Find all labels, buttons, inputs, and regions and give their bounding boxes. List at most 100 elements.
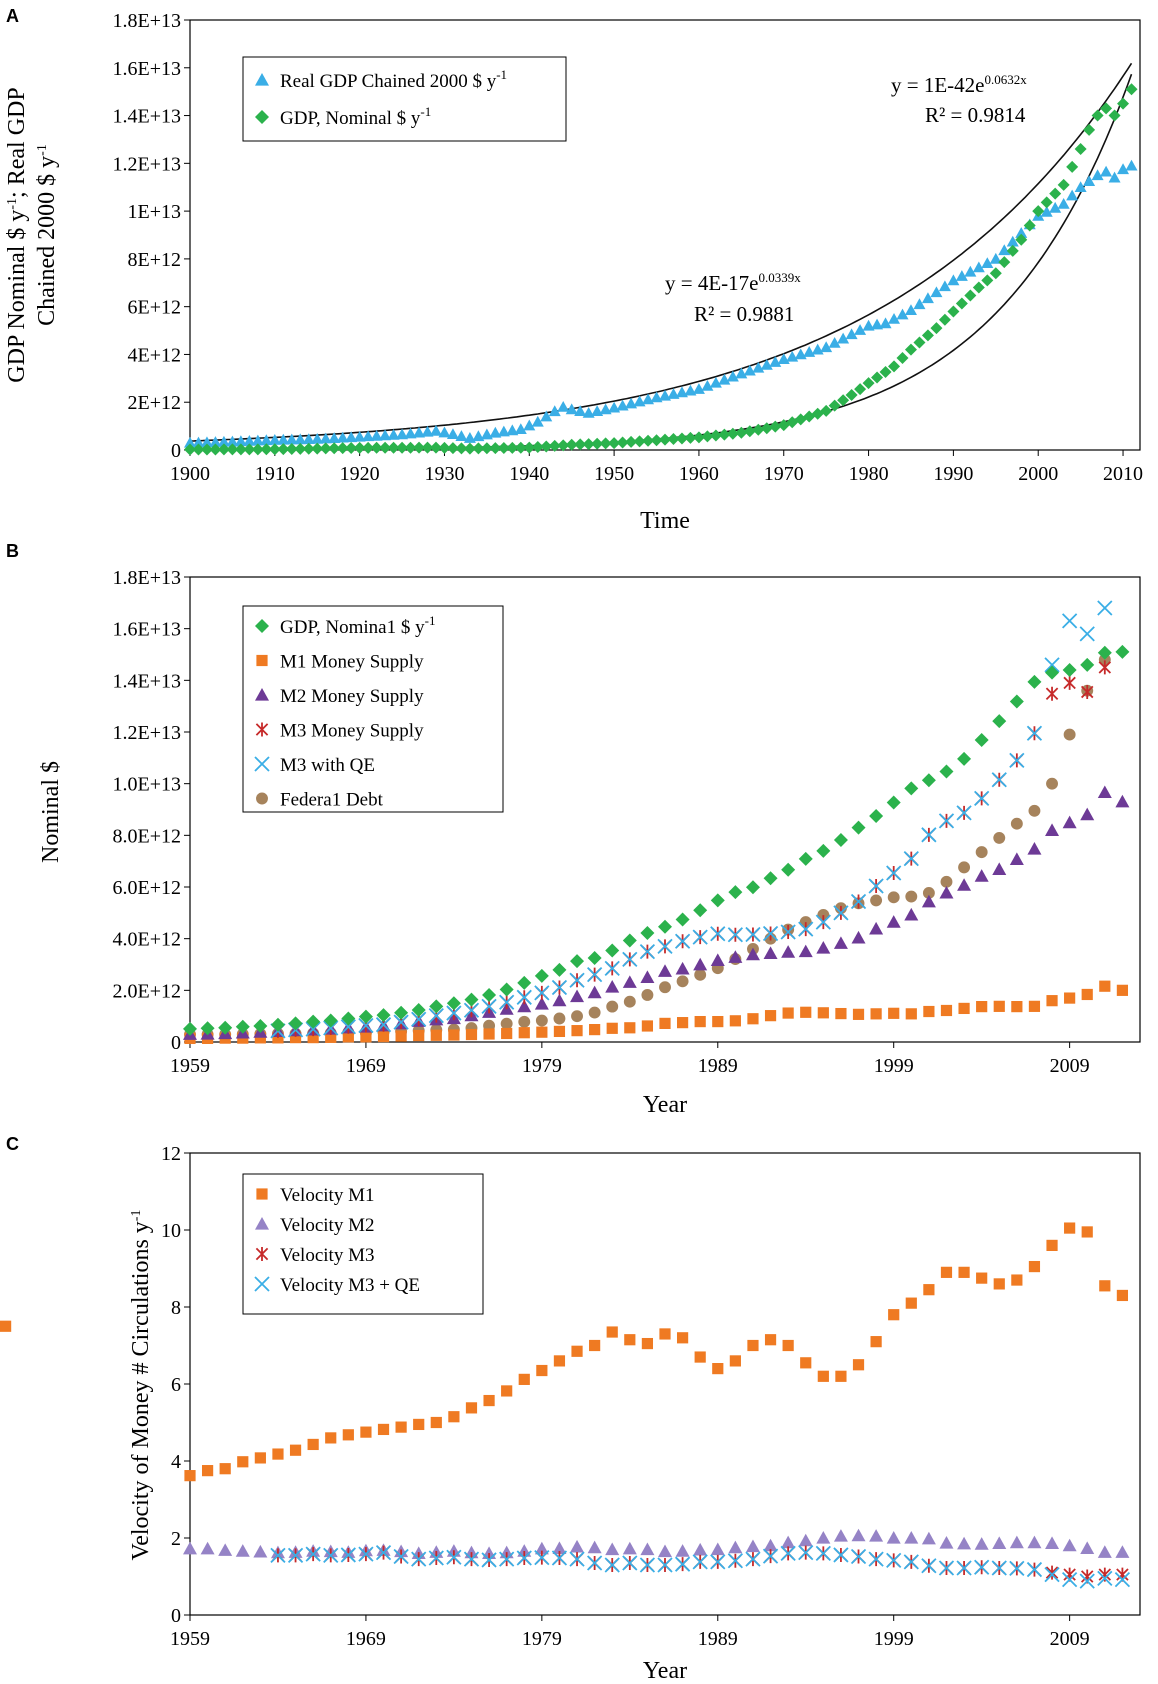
panel-c-point-triangle [728,1541,742,1554]
panel-b-point-diamond [728,885,742,899]
panel-c-y-tick-label: 4 [171,1451,181,1473]
panel-b-point-square [1064,992,1075,1003]
panel-a-x-tick-label: 1900 [170,463,210,485]
panel-c-point-square [466,1402,477,1413]
panel-c-point-triangle [218,1543,232,1556]
panel-b-point-square [958,1003,969,1014]
panel-b-point-diamond [1010,695,1024,709]
panel-a-point-diamond [1049,188,1061,200]
panel-b-point-diamond [552,963,566,977]
panel-b-legend-label: GDP, Nomina1 $ y-1 [280,613,435,638]
panel-a-point-triangle [1083,175,1095,186]
panel-a-x-tick-label: 1990 [933,463,973,485]
panel-a-point-triangle [1075,181,1087,192]
panel-a-x-tick-label: 1920 [340,463,380,485]
panel-a-x-tick-label: 1910 [255,463,295,485]
panel-b-point-circle [589,1007,601,1019]
panel-b-point-diamond [500,983,514,997]
panel-b-point-triangle [623,975,637,988]
panel-c-point-square [343,1429,354,1440]
panel-a-point-diamond [930,322,942,334]
panel-b-point-square [976,1001,987,1012]
panel-c-point-square [589,1340,600,1351]
panel-c-point-triangle [904,1531,918,1544]
panel-a-x-tick-label: 1940 [509,463,549,485]
panel-c-point-triangle [1063,1539,1077,1552]
panel-c-point-triangle [1115,1545,1129,1558]
panel-c-point-triangle [975,1537,989,1550]
panel-b-point-square [923,1006,934,1017]
panel-a-point-diamond [990,267,1002,279]
panel-b-point-diamond [517,976,531,990]
panel-a-point-diamond [1024,219,1036,231]
panel-c-legend-label: Velocity M2 [280,1215,374,1236]
panel-b-point-diamond [306,1015,320,1029]
panel-b-point-triangle [764,946,778,959]
panel-c-legend-label: Velocity M3 [280,1245,374,1266]
panel-b-point-triangle [605,980,619,993]
panel-b-point-circle [624,996,636,1008]
panel-a-point-diamond [1100,102,1112,114]
panel-c-point-square [1099,1280,1110,1291]
panel-c-point-square [413,1419,424,1430]
panel-a-point-diamond [922,329,934,341]
panel-b-point-diamond [975,733,989,747]
panel-b-y-tick-label: 8.0E+12 [113,825,182,847]
panel-b-point-square [607,1023,618,1034]
panel-c-point-triangle [253,1545,267,1558]
panel-a-point-triangle [591,405,603,416]
panel-b-point-diamond [887,796,901,810]
panel-a-point-triangle [472,430,484,441]
panel-b-point-square [431,1030,442,1041]
panel-b-y-tick-label: 1.0E+13 [113,774,182,796]
panel-a-point-diamond [973,282,985,294]
panel-b-point-square [571,1025,582,1036]
panel-b-point-square [413,1030,424,1041]
panel-b-x-tick-label: 1999 [874,1055,914,1077]
panel-b-point-diamond [781,863,795,877]
panel-c-point-square [431,1417,442,1428]
panel-c-point-square [730,1355,741,1366]
panel-b-point-square [396,1030,407,1041]
panel-b-x-axis-title: Year [643,1092,687,1118]
panel-c-y-axis-title: Velocity of Money # Circulations y-1 [128,1210,154,1561]
panel-b-point-square [818,1007,829,1018]
panel-b-point-square [765,1010,776,1021]
panel-b-point-triangle [992,862,1006,875]
panel-c-point-square [923,1284,934,1295]
panel-c-point-square [607,1326,618,1337]
panel-c-point-triangle [1098,1545,1112,1558]
panel-b-point-diamond [676,913,690,927]
panel-c-y-tick-label: 2 [171,1528,181,1550]
panel-b-point-circle [905,891,917,903]
panel-b-legend-label: M1 Money Supply [280,652,424,673]
panel-c-point-square [958,1267,969,1278]
panel-b-point-circle [641,989,653,1001]
panel-b-point-cross [1080,627,1094,641]
panel-c-point-square [325,1432,336,1443]
panel-b-point-triangle [957,878,971,891]
panel-c-point-square [800,1357,811,1368]
panel-b-point-diamond [957,752,971,766]
panel-c-point-triangle [1045,1536,1059,1549]
svg-text:Nominal $: Nominal $ [38,761,64,863]
panel-a-point-diamond [1083,124,1095,136]
panel-a: A 02E+124E+126E+128E+121E+131.2E+131.4E+… [4,6,1143,534]
panel-b-point-square [448,1029,459,1040]
panel-c-point-square [378,1424,389,1435]
panel-b-point-diamond [1063,663,1077,677]
panel-c-x-tick-label: 1959 [170,1628,210,1650]
panel-a-point-diamond [964,290,976,302]
panel-a-point-triangle [481,429,493,440]
panel-b-point-diamond [693,903,707,917]
panel-b-legend-marker [256,793,268,805]
panel-c-point-triangle [711,1543,725,1556]
panel-b-point-square [554,1026,565,1037]
panel-a-point-triangle [1100,166,1112,177]
panel-b-point-triangle [640,970,654,983]
panel-b-y-tick-label: 1.2E+13 [113,722,182,744]
panel-c-legend-label: Velocity M3 + QE [280,1275,420,1296]
panel-b-point-diamond [869,809,883,823]
panel-a-fit-equation-nominal: y = 1E-42e0.0632x R² = 0.9814 [891,72,1027,127]
panel-b-point-square [888,1008,899,1019]
